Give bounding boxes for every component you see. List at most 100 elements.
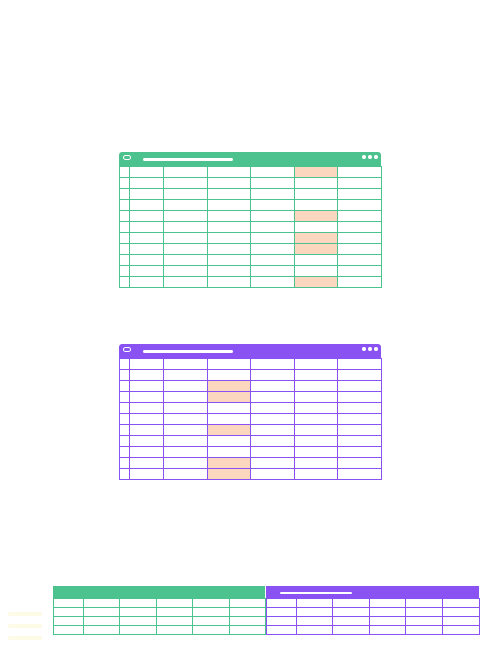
grid-cell: [405, 607, 443, 617]
grid-cell: [294, 380, 338, 392]
grid-cell: [332, 598, 370, 608]
grid-cell: [294, 402, 338, 414]
grid-cell: [337, 232, 382, 244]
table-row: [119, 221, 382, 233]
grid-cell: [337, 188, 382, 200]
grid-cell: [332, 616, 370, 626]
grid-cell: [229, 607, 266, 617]
grid-cell: [369, 616, 406, 626]
grid-cell: [119, 446, 130, 458]
title-placeholder-bar: [143, 158, 233, 161]
grid-cell: [294, 199, 338, 211]
grid-cell: [119, 616, 157, 626]
table-row: [119, 243, 382, 255]
table-row: [119, 435, 382, 447]
grid-cell: [229, 616, 266, 626]
grid-cell: [163, 232, 208, 244]
highlighted-cell: [207, 457, 251, 469]
table-row: [119, 468, 382, 480]
grid-cell: [250, 265, 295, 277]
grid-cell: [294, 468, 338, 480]
table-row: [266, 598, 480, 608]
grid-cell: [163, 424, 208, 436]
grid-cell: [207, 276, 251, 288]
grid-cell: [129, 199, 164, 211]
grid-cell: [119, 199, 130, 211]
grid-cell: [250, 380, 295, 392]
bottom-purple-half: [266, 586, 480, 646]
grid-cell: [163, 380, 208, 392]
grid-cell: [294, 358, 338, 370]
grid-cell: [129, 276, 164, 288]
grid-cell: [156, 625, 193, 635]
table-row: [119, 188, 382, 200]
highlighted-cell: [294, 276, 338, 288]
highlighted-cell: [207, 380, 251, 392]
grid-cell: [442, 598, 480, 608]
grid-cell: [129, 435, 164, 447]
grid-cell: [163, 221, 208, 233]
grid-cell: [294, 254, 338, 266]
table-row: [266, 616, 480, 626]
grid-cell: [250, 232, 295, 244]
grid-cell: [192, 598, 230, 608]
grid-cell: [129, 391, 164, 403]
window-menu-icon: [123, 347, 131, 352]
grid-cell: [119, 166, 130, 178]
grid-cell: [250, 413, 295, 425]
grid-cell: [163, 358, 208, 370]
grid-cell: [53, 625, 84, 635]
grid-cell: [337, 358, 382, 370]
grid-cell: [337, 254, 382, 266]
grid-cell: [250, 221, 295, 233]
more-dots-icon: [362, 155, 378, 159]
green-title-bar: [119, 152, 381, 166]
grid-cell: [207, 435, 251, 447]
grid-cell: [207, 413, 251, 425]
grid-cell: [294, 413, 338, 425]
grid-cell: [442, 625, 480, 635]
grid-cell: [266, 607, 297, 617]
table-row: [119, 358, 382, 370]
grid-cell: [369, 598, 406, 608]
grid-cell: [119, 358, 130, 370]
grid-cell: [83, 616, 120, 626]
grid-cell: [250, 254, 295, 266]
table-row: [119, 232, 382, 244]
grid-cell: [163, 468, 208, 480]
purple-spreadsheet-window: [119, 344, 382, 480]
grid-cell: [163, 402, 208, 414]
grid-cell: [163, 391, 208, 403]
grid-cell: [83, 607, 120, 617]
table-row: [119, 402, 382, 414]
highlighted-cell: [207, 391, 251, 403]
table-row: [119, 265, 382, 277]
grid-cell: [129, 177, 164, 189]
grid-cell: [337, 391, 382, 403]
grid-cell: [129, 424, 164, 436]
grid-cell: [83, 625, 120, 635]
grid-cell: [129, 468, 164, 480]
grid-cell: [250, 243, 295, 255]
grid-cell: [129, 380, 164, 392]
grid-cell: [119, 402, 130, 414]
more-dots-icon: [362, 347, 378, 351]
grid-cell: [294, 391, 338, 403]
grid-cell: [119, 177, 130, 189]
grid-cell: [53, 607, 84, 617]
grid-cell: [250, 402, 295, 414]
grid-cell: [337, 468, 382, 480]
grid-cell: [119, 243, 130, 255]
grid-cell: [129, 254, 164, 266]
grid-cell: [250, 435, 295, 447]
grid-cell: [129, 402, 164, 414]
grid-cell: [119, 232, 130, 244]
grid-cell: [266, 625, 297, 635]
grid-cell: [250, 446, 295, 458]
grid-cell: [207, 177, 251, 189]
grid-cell: [129, 221, 164, 233]
grid-cell: [53, 598, 84, 608]
table-row: [119, 369, 382, 381]
grid-cell: [337, 276, 382, 288]
grid-cell: [163, 276, 208, 288]
